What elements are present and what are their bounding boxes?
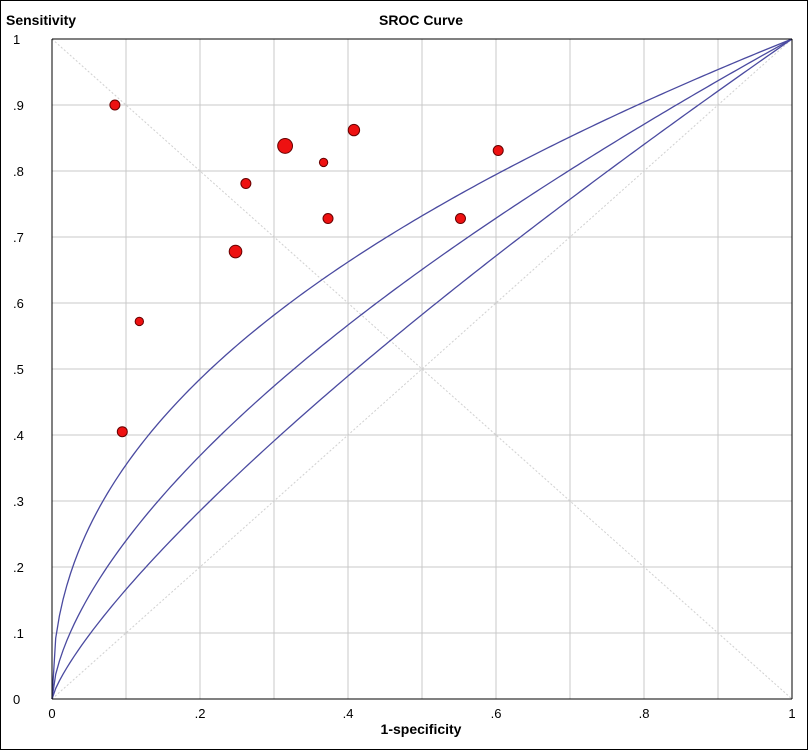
study-point xyxy=(134,316,145,327)
x-axis-label: 1-specificity xyxy=(381,721,462,737)
y-tick-label: .3 xyxy=(13,494,24,509)
x-tick-label: 0 xyxy=(48,706,55,721)
sroc-curve-summary xyxy=(51,38,793,700)
y-tick-label: .9 xyxy=(13,98,24,113)
y-tick-label: .8 xyxy=(13,164,24,179)
x-tick-label: .4 xyxy=(343,706,354,721)
y-tick-label: .1 xyxy=(13,626,24,641)
study-point xyxy=(322,213,334,225)
y-tick-label: .4 xyxy=(13,428,24,443)
y-tick-label: .6 xyxy=(13,296,24,311)
study-point xyxy=(277,138,294,154)
y-tick-label: 0 xyxy=(13,692,20,707)
y-tick-labels: 0 .1 .2 .3 .4 .5 .6 .7 .8 .9 1 xyxy=(13,32,24,707)
study-point xyxy=(454,213,466,225)
sroc-curves xyxy=(51,38,793,700)
study-point xyxy=(109,99,121,111)
chart-title: SROC Curve xyxy=(379,12,463,28)
study-point xyxy=(228,244,243,259)
study-points xyxy=(109,99,504,438)
study-point xyxy=(116,426,128,438)
x-tick-label: .6 xyxy=(491,706,502,721)
y-tick-label: .2 xyxy=(13,560,24,575)
study-point xyxy=(347,123,361,137)
anti-diagonal xyxy=(51,38,793,700)
study-point xyxy=(318,157,329,168)
y-tick-label: .7 xyxy=(13,230,24,245)
reference-diagonals xyxy=(51,38,793,700)
x-tick-labels: 0 .2 .4 .6 .8 1 xyxy=(48,706,795,721)
y-tick-label: 1 xyxy=(13,32,20,47)
y-axis-label: Sensitivity xyxy=(6,12,76,28)
x-tick-label: 1 xyxy=(788,706,795,721)
y-tick-label: .5 xyxy=(13,362,24,377)
study-point xyxy=(240,178,252,190)
x-tick-label: .8 xyxy=(639,706,650,721)
sroc-curve-lower xyxy=(51,38,793,700)
x-tick-label: .2 xyxy=(195,706,206,721)
sroc-curve-upper xyxy=(51,38,793,700)
chance-diagonal xyxy=(51,38,793,700)
axes xyxy=(51,38,793,700)
study-point xyxy=(492,145,504,157)
